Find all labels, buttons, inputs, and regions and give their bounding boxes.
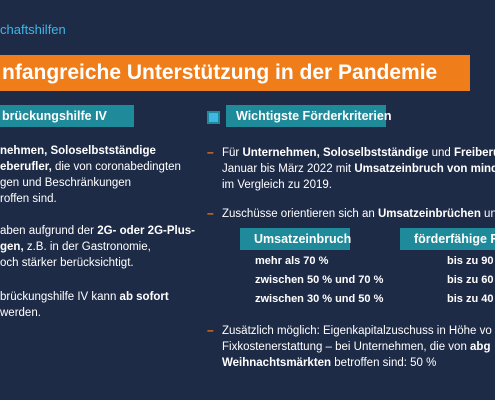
- right-heading: Wichtigste Förderkriterien: [226, 105, 391, 127]
- bullet-text: Für Unternehmen, Soloselbstständige und …: [222, 145, 495, 193]
- text-line: nehmen, Soloselbstständige: [0, 143, 181, 159]
- text-line: och stärker berücksichtigt.: [0, 255, 195, 271]
- section-label: chaftshilfen: [0, 22, 66, 37]
- text-segment: Januar bis März 2022 mit: [222, 163, 355, 175]
- bullet-dash: –: [207, 206, 214, 220]
- text-segment: gen und Beschränkungen: [0, 177, 132, 189]
- bullet-text: Zusätzlich möglich: Eigenkapitalzuschuss…: [222, 323, 492, 371]
- text-line: gen, z.B. in der Gastronomie,: [0, 239, 195, 255]
- paragraph: aben aufgrund der 2G- oder 2G-Plus-gen, …: [0, 223, 195, 271]
- text-segment: aben aufgrund der: [0, 225, 98, 237]
- table-cell: zwischen 30 % und 50 %: [255, 293, 384, 305]
- text-segment: brückungshilfe IV kann: [0, 291, 120, 303]
- table-cell: bis zu 90 %: [447, 255, 495, 267]
- text-segment: 2G- oder 2G-Plus-: [97, 225, 195, 237]
- text-segment: roffen sind.: [0, 193, 57, 205]
- text-segment: ab sofort: [119, 291, 169, 303]
- text-segment: Umsatzeinbrüchen: [377, 208, 481, 220]
- table-cell: zwischen 50 % und 70 %: [255, 274, 384, 286]
- text-line: Für Unternehmen, Soloselbstständige und …: [222, 145, 495, 161]
- text-line: brückungshilfe IV kann ab sofort: [0, 289, 169, 305]
- text-segment: Für: [222, 147, 243, 159]
- paragraph: nehmen, Soloselbstständige eberufler, die…: [0, 143, 181, 207]
- text-segment: Freiberu: [453, 147, 495, 159]
- text-segment: Unternehmen, Soloselbstständige: [242, 147, 429, 159]
- text-segment: betroffen sind: 50 %: [331, 357, 437, 369]
- text-segment: eberufler,: [0, 161, 52, 173]
- text-segment: Weihnachtsmärkten: [222, 357, 332, 369]
- text-segment: z.B. in der Gastronomie,: [23, 241, 151, 253]
- text-segment: nehmen, Soloselbstständige: [0, 145, 156, 157]
- icon: [207, 111, 220, 124]
- text-line: Fixkostenerstattung – bei Unternehmen, d…: [222, 339, 492, 355]
- text-segment: Umsatzeinbruch von mind: [354, 163, 495, 175]
- text-segment: und: [428, 147, 454, 159]
- text-segment: Fixkostenerstattung – bei Unternehmen, d…: [222, 341, 471, 353]
- text-segment: werden.: [0, 307, 41, 319]
- title-banner: nfangreiche Unterstützung in der Pandemi…: [0, 55, 470, 91]
- text-line: eberufler, die von coronabedingten: [0, 159, 181, 175]
- text-line: werden.: [0, 305, 169, 321]
- text-line: Zusätzlich möglich: Eigenkapitalzuschuss…: [222, 323, 492, 339]
- text-line: gen und Beschränkungen: [0, 175, 181, 191]
- bullet-dash: –: [207, 145, 214, 159]
- text-line: Zuschüsse orientieren sich an Umsatzeinb…: [222, 206, 495, 222]
- text-segment: gen,: [0, 241, 24, 253]
- text-segment: Zusätzlich möglich: Eigenkapitalzuschuss…: [222, 325, 492, 337]
- table-header: förderfähige Fix: [400, 228, 495, 250]
- bullet-dash: –: [207, 323, 214, 337]
- title: nfangreiche Unterstützung in der Pandemi…: [2, 61, 438, 84]
- table-cell: bis zu 40 %: [447, 293, 495, 305]
- paragraph: brückungshilfe IV kann ab sofort werden.: [0, 289, 169, 321]
- bullet-text: Zuschüsse orientieren sich an Umsatzeinb…: [222, 206, 495, 222]
- text-segment: abg: [470, 341, 491, 353]
- text-line: Januar bis März 2022 mit Umsatzeinbruch …: [222, 161, 495, 177]
- left-heading: brückungshilfe IV: [0, 105, 134, 127]
- text-line: Weihnachtsmärkten betroffen sind: 50 %: [222, 355, 492, 371]
- text-segment: und: [484, 208, 495, 220]
- text-segment: im Vergleich zu 2019.: [222, 179, 332, 191]
- text-line: im Vergleich zu 2019.: [222, 177, 495, 193]
- text-line: aben aufgrund der 2G- oder 2G-Plus-: [0, 223, 195, 239]
- text-segment: die von coronabedingten: [51, 161, 181, 173]
- table-cell: bis zu 60 %: [447, 274, 495, 286]
- text-line: roffen sind.: [0, 191, 181, 207]
- table-cell: mehr als 70 %: [255, 255, 329, 267]
- text-segment: och stärker berücksichtigt.: [0, 257, 134, 269]
- text-segment: Zuschüsse orientieren sich an: [222, 208, 378, 220]
- table-header: Umsatzeinbruch: [240, 228, 351, 250]
